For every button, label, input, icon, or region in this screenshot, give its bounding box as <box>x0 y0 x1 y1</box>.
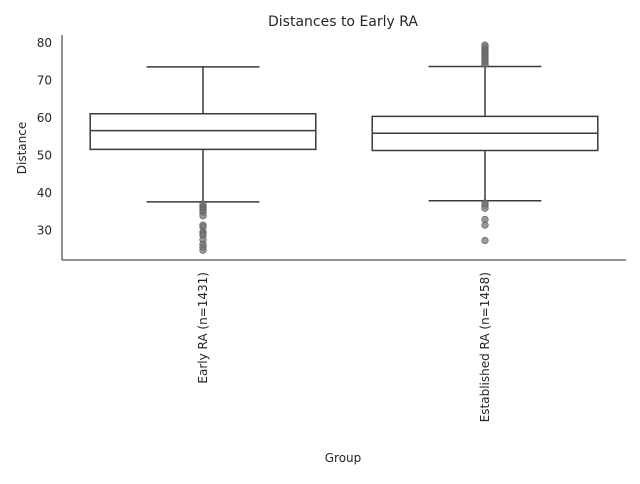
x-axis-label: Group <box>325 451 362 465</box>
outlier-point <box>481 236 489 245</box>
outlier-point <box>199 246 207 254</box>
y-axis-label: Distance <box>15 122 29 174</box>
y-tick-label: 40 <box>37 186 52 200</box>
y-tick-label: 80 <box>37 36 52 50</box>
axes: 30 40 50 60 70 80 Early RA (n=1431) Established… <box>37 35 626 422</box>
plot-marks <box>89 41 599 254</box>
outlier-point <box>481 41 489 49</box>
box-group <box>89 66 317 254</box>
outlier-point <box>481 221 489 229</box>
outlier-point <box>481 204 489 212</box>
x-tick-label: Established RA (n=1458) <box>478 272 492 422</box>
box-group <box>371 41 599 245</box>
chart-title: Distances to Early RA <box>268 14 418 30</box>
y-tick-label: 60 <box>37 111 52 125</box>
x-tick-label: Early RA (n=1431) <box>196 272 210 384</box>
y-tick-label: 70 <box>37 74 52 88</box>
iqr-box <box>89 113 317 151</box>
y-tick-label: 50 <box>37 149 52 163</box>
outlier-point <box>199 212 207 220</box>
y-tick-label: 30 <box>37 224 52 238</box>
